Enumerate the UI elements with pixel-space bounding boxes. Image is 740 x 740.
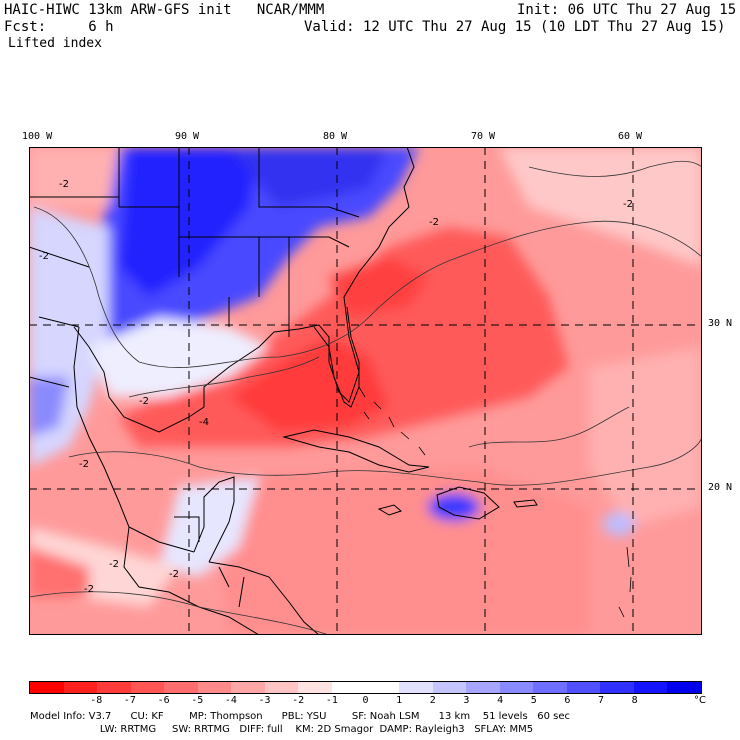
contour-label: -2 (79, 459, 89, 470)
colorbar-tick-label: -8 (90, 695, 103, 706)
colorbar-tick-label: 7 (598, 695, 605, 706)
lon-label-70w: 70 W (471, 131, 496, 142)
model-info-line1: Model Info: V3.7 CU: KF MP: Thompson PBL… (30, 711, 570, 722)
lat-lon-grid (29, 147, 702, 635)
init-time: Init: 06 UTC Thu 27 Aug 15 (517, 2, 737, 18)
contour-label: -2 (139, 396, 149, 407)
lifted-index-map: -2 -2 -2 -2 -2 -2 -4 -2 -2 -2 (29, 147, 702, 635)
colorbar-tick-label: 0 (362, 695, 369, 706)
colorbar-unit: °C (694, 695, 706, 706)
colorbar-swatch (197, 682, 232, 693)
colorbar-swatch (264, 682, 299, 693)
colorbar-tick-label: -7 (123, 695, 136, 706)
colorbar-tick-label: 8 (631, 695, 638, 706)
colorbar-tick-label: -6 (157, 695, 170, 706)
lon-label-100w: 100 W (22, 131, 53, 142)
contour-label: -2 (84, 584, 94, 595)
lon-label-60w: 60 W (618, 131, 643, 142)
colorbar-swatch (365, 682, 400, 693)
colorbar-swatch (130, 682, 165, 693)
colorbar-tick-label: 3 (463, 695, 470, 706)
bahamas-islands (358, 386, 632, 618)
colorbar-tick-label: 6 (564, 695, 571, 706)
contour-label: -2 (59, 179, 69, 190)
contour-label: -4 (199, 417, 209, 428)
lat-label-20n: 20 N (708, 482, 733, 493)
contour-label: -2 (39, 251, 49, 262)
colorbar-swatch (231, 682, 265, 693)
lat-label-30n: 30 N (708, 318, 733, 329)
colorbar-swatch (566, 682, 601, 693)
colorbar-tick-label: -5 (191, 695, 204, 706)
contour-label: -2 (429, 217, 439, 228)
contours (29, 160, 702, 635)
colorbar (29, 681, 702, 694)
contour-label: -2 (169, 569, 179, 580)
colorbar-swatch (533, 682, 567, 693)
lon-label-90w: 90 W (175, 131, 200, 142)
map-canvas: -2 -2 -2 -2 -2 -2 -4 -2 -2 -2 (29, 147, 702, 635)
colorbar-tick-label: 5 (530, 695, 537, 706)
colorbar-swatch (432, 682, 467, 693)
colorbar-swatch (331, 682, 366, 693)
model-info-line2: LW: RRTMG SW: RRTMG DIFF: full KM: 2D Sm… (30, 724, 534, 735)
colorbar-swatch (600, 682, 634, 693)
colorbar-tick-label: 2 (429, 695, 436, 706)
model-title: HAIC-HIWC 13km ARW-GFS init NCAR/MMM (4, 2, 325, 18)
valid-time: Valid: 12 UTC Thu 27 Aug 15 (10 LDT Thu … (304, 19, 726, 35)
coastlines (29, 147, 538, 635)
colorbar-swatch (399, 682, 433, 693)
forecast-hour: Fcst: 6 h (4, 19, 114, 35)
colorbar-labels: -8 -7 -6 -5 -4 -3 -2 -1 0 1 2 3 4 5 6 7 8 (29, 695, 702, 707)
colorbar-swatch (298, 682, 332, 693)
colorbar-tick-label: -1 (325, 695, 338, 706)
colorbar-swatch (466, 682, 500, 693)
colorbar-swatch (97, 682, 131, 693)
colorbar-swatch (30, 682, 64, 693)
colorbar-tick-label: -2 (292, 695, 305, 706)
contour-label: -2 (623, 199, 633, 210)
colorbar-swatch (667, 682, 701, 693)
colorbar-swatch (633, 682, 668, 693)
colorbar-swatch (499, 682, 534, 693)
colorbar-swatch (63, 682, 98, 693)
field-name: Lifted index (8, 36, 102, 51)
colorbar-tick-label: -3 (258, 695, 271, 706)
colorbar-tick-label: -4 (224, 695, 237, 706)
contour-label: -2 (109, 559, 119, 570)
colorbar-swatch (164, 682, 198, 693)
lon-label-80w: 80 W (323, 131, 348, 142)
colorbar-tick-label: 1 (396, 695, 403, 706)
colorbar-tick-label: 4 (497, 695, 504, 706)
map-frame (29, 147, 702, 635)
